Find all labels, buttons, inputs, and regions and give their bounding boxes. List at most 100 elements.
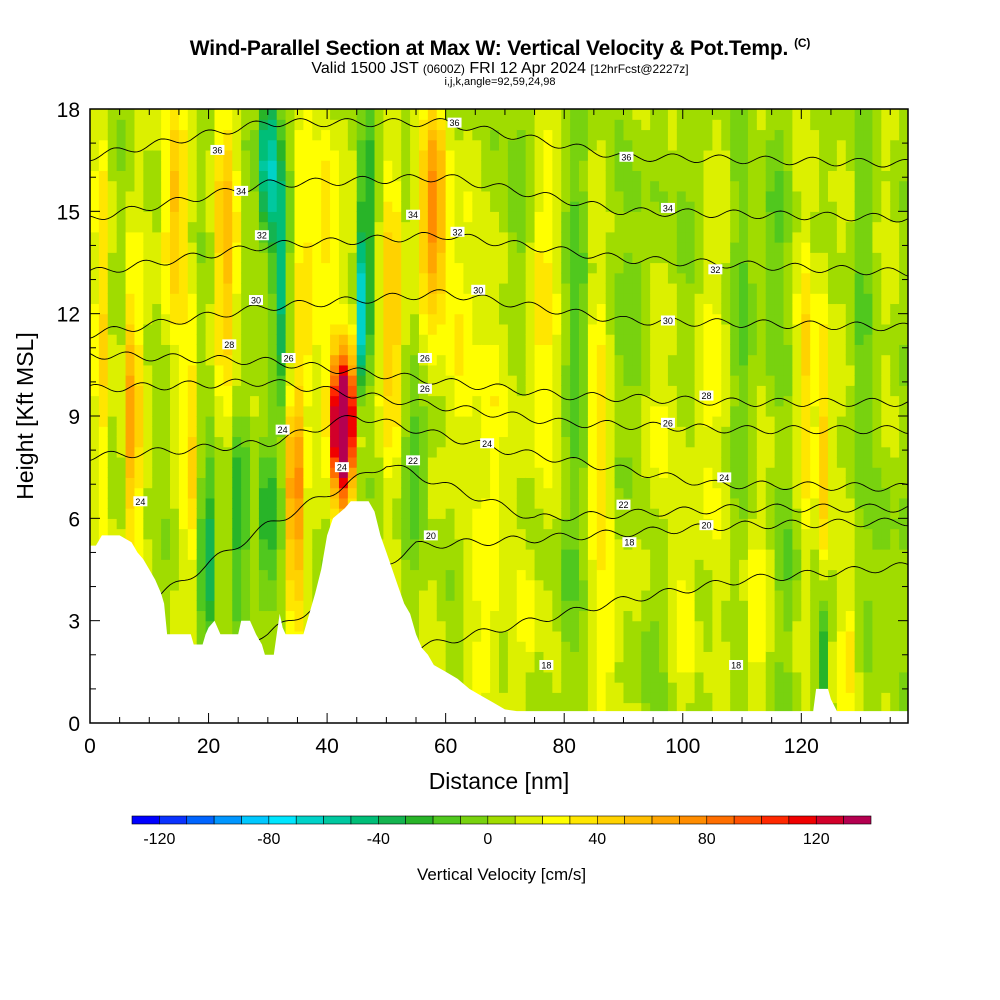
w-cell: [819, 139, 829, 151]
w-cell: [605, 641, 616, 652]
w-cell: [756, 180, 767, 192]
w-cell: [685, 293, 696, 305]
w-cell: [659, 549, 669, 560]
w-cell: [534, 344, 545, 356]
w-cell: [694, 272, 705, 284]
w-cell: [641, 119, 651, 131]
w-cell: [641, 293, 651, 305]
w-cell: [267, 395, 278, 407]
w-cell: [721, 436, 731, 448]
w-cell: [356, 303, 367, 315]
w-cell: [143, 272, 153, 284]
w-cell: [258, 334, 269, 345]
w-cell: [214, 538, 224, 550]
w-cell: [552, 661, 562, 673]
w-cell: [178, 252, 189, 264]
w-cell: [596, 201, 607, 212]
w-cell: [650, 600, 660, 612]
w-cell: [667, 385, 678, 397]
w-cell: [125, 354, 136, 366]
w-cell: [703, 549, 713, 560]
w-cell: [445, 559, 456, 571]
w-cell: [161, 569, 171, 581]
w-cell: [330, 375, 340, 386]
w-cell: [810, 549, 820, 560]
w-cell: [161, 385, 171, 397]
w-cell: [570, 149, 580, 161]
w-cell: [596, 282, 607, 294]
w-cell: [463, 446, 473, 458]
w-cell: [107, 334, 118, 345]
w-cell: [481, 610, 491, 622]
w-cell: [392, 528, 402, 540]
w-cell: [659, 190, 669, 202]
w-cell: [783, 456, 794, 468]
w-cell: [587, 211, 598, 223]
w-cell: [454, 661, 465, 673]
w-cell: [392, 129, 402, 141]
w-cell: [730, 385, 740, 397]
w-cell: [143, 354, 153, 366]
w-cell: [525, 651, 536, 663]
w-cell: [623, 252, 633, 264]
w-cell: [267, 385, 278, 397]
w-cell: [267, 170, 278, 182]
w-cell: [641, 180, 651, 192]
w-cell: [783, 211, 794, 223]
w-cell: [267, 446, 278, 458]
w-cell: [605, 385, 616, 397]
w-cell: [294, 119, 304, 131]
w-cell: [250, 436, 260, 448]
w-cell: [641, 385, 651, 397]
w-cell: [241, 549, 251, 560]
w-cell: [605, 528, 616, 540]
w-cell: [98, 201, 109, 212]
w-cell: [756, 303, 767, 315]
w-cell: [374, 231, 385, 243]
w-cell: [650, 139, 660, 151]
w-cell: [98, 190, 109, 202]
w-cell: [338, 221, 349, 233]
w-cell: [303, 190, 313, 202]
w-cell: [134, 518, 144, 530]
w-cell: [525, 518, 536, 530]
w-cell: [454, 559, 465, 571]
w-cell: [623, 692, 633, 704]
w-cell: [427, 180, 438, 192]
w-cell: [712, 436, 722, 448]
w-cell: [730, 139, 740, 151]
w-cell: [258, 416, 269, 427]
w-cell: [223, 600, 233, 612]
w-cell: [552, 334, 562, 345]
w-cell: [98, 129, 109, 141]
w-cell: [676, 354, 687, 366]
w-cell: [570, 426, 580, 438]
w-cell: [232, 139, 242, 151]
w-cell: [365, 354, 376, 366]
w-cell: [819, 579, 829, 591]
w-cell: [303, 385, 313, 397]
w-cell: [463, 538, 473, 550]
w-cell: [703, 313, 713, 325]
w-cell: [383, 508, 393, 519]
w-cell: [463, 579, 473, 591]
w-cell: [694, 426, 705, 438]
w-cell: [632, 109, 642, 120]
w-cell: [392, 497, 402, 509]
w-cell: [90, 364, 100, 376]
w-cell: [338, 129, 349, 141]
w-cell: [552, 364, 562, 376]
w-cell: [694, 323, 705, 335]
w-cell: [801, 518, 811, 530]
w-cell: [499, 221, 509, 233]
w-cell: [650, 293, 660, 305]
w-cell: [792, 109, 802, 120]
w-cell: [401, 334, 411, 345]
w-cell: [587, 549, 598, 560]
w-cell: [472, 641, 482, 652]
w-cell: [125, 508, 136, 519]
w-cell: [499, 508, 509, 519]
w-cell: [516, 252, 527, 264]
w-cell: [525, 682, 536, 693]
w-cell: [312, 109, 322, 120]
